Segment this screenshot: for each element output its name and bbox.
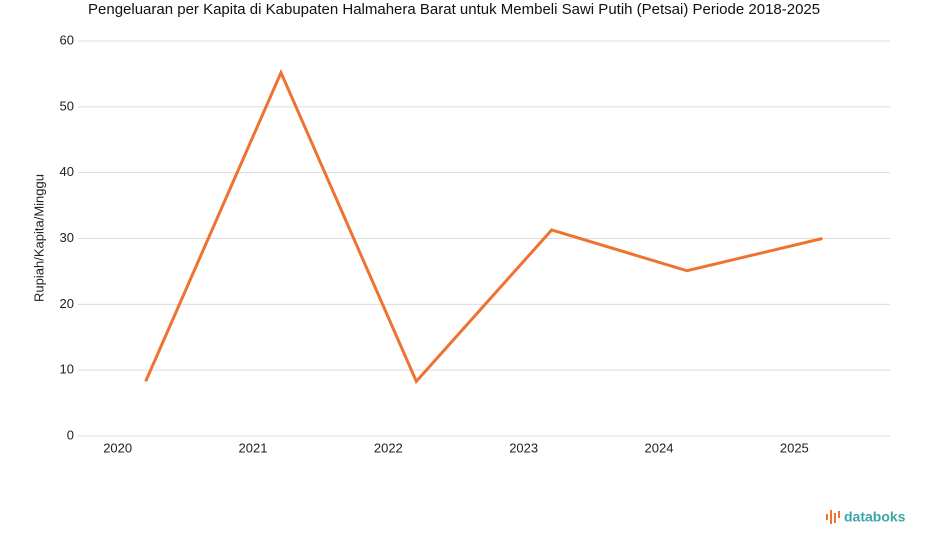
y-axis-label: Rupiah/Kapita/Minggu bbox=[31, 174, 46, 302]
y-tick-label: 40 bbox=[60, 164, 74, 179]
x-tick-label: 2020 bbox=[103, 440, 132, 455]
y-tick-label: 20 bbox=[60, 296, 74, 311]
y-tick-label: 0 bbox=[67, 427, 74, 442]
chart-title: Pengeluaran per Kapita di Kabupaten Halm… bbox=[88, 1, 820, 18]
x-tick-label: 2023 bbox=[509, 440, 538, 455]
x-tick-label: 2021 bbox=[239, 440, 268, 455]
source-logo: databoks bbox=[844, 509, 906, 525]
y-tick-label: 30 bbox=[60, 230, 74, 245]
y-tick-label: 60 bbox=[60, 32, 74, 47]
logo-icon bbox=[826, 510, 840, 524]
x-tick-label: 2022 bbox=[374, 440, 403, 455]
y-tick-label: 10 bbox=[60, 362, 74, 377]
y-tick-label: 50 bbox=[60, 98, 74, 113]
x-tick-label: 2024 bbox=[645, 440, 674, 455]
x-tick-label: 2025 bbox=[780, 440, 809, 455]
line-series bbox=[144, 68, 823, 385]
